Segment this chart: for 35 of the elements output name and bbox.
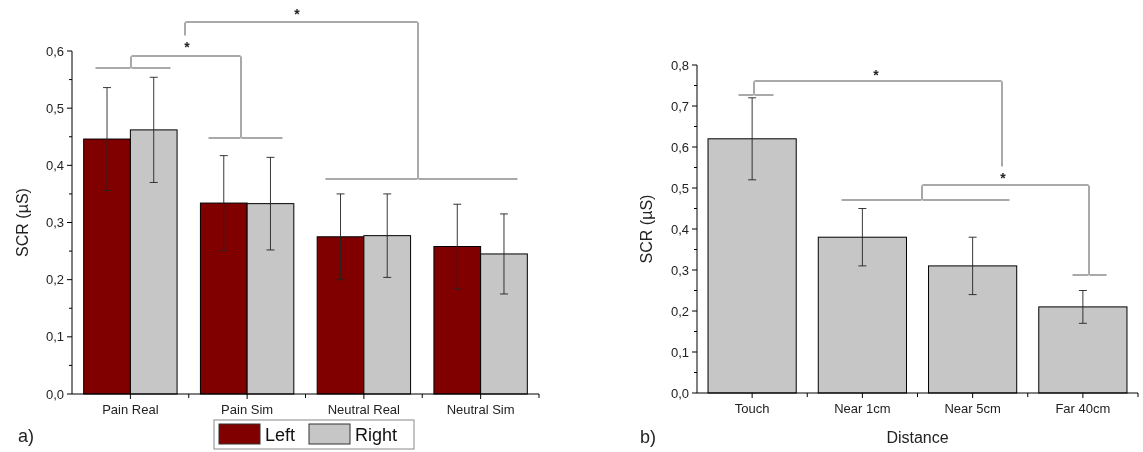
x-axis-title: Distance (886, 429, 949, 446)
y-tick-label: 0,5 (45, 100, 64, 116)
y-tick-label: 0,4 (670, 221, 689, 237)
text: * (294, 6, 301, 22)
text: b) (640, 427, 657, 447)
y-tick-label: 0,6 (670, 139, 689, 155)
annotation: * (1000, 170, 1007, 186)
y-tick-label: 0,2 (45, 272, 64, 288)
legend-label: Left (265, 425, 296, 445)
y-tick-label: 0,2 (670, 303, 689, 319)
text: a) (18, 426, 35, 446)
x-tick-label: Near 5cm (944, 401, 1001, 416)
y-tick-label: 0,5 (670, 180, 689, 196)
y-axis-title: SCR (µS) (14, 188, 31, 257)
y-tick-label: 0,8 (670, 57, 689, 73)
x-tick-label: Touch (734, 401, 770, 416)
x-tick-label: Pain Sim (221, 402, 274, 417)
x-tick-label: Far 40cm (1055, 401, 1111, 416)
annotation: * (184, 39, 191, 55)
x-tick-label: Neutral Real (327, 402, 401, 417)
y-tick-label: 0,7 (670, 98, 689, 114)
x-tick-label: Pain Real (102, 402, 159, 417)
y-tick-label: 0,1 (45, 329, 64, 345)
legend-label: Right (355, 425, 398, 445)
y-tick-label: 0,6 (45, 43, 64, 59)
x-tick-label: Neutral Sim (446, 402, 515, 417)
annotation: * (873, 67, 880, 83)
y-tick-label: 0,3 (45, 215, 64, 231)
x-tick-label: Near 1cm (834, 401, 891, 416)
y-tick-label: 0,1 (670, 344, 689, 360)
y-tick-label: 0,0 (670, 385, 689, 401)
y-tick-label: 0,4 (45, 157, 64, 173)
y-axis-title: SCR (µS) (638, 194, 655, 264)
y-tick-label: 0,0 (45, 386, 64, 402)
y-tick-label: 0,3 (670, 262, 689, 278)
